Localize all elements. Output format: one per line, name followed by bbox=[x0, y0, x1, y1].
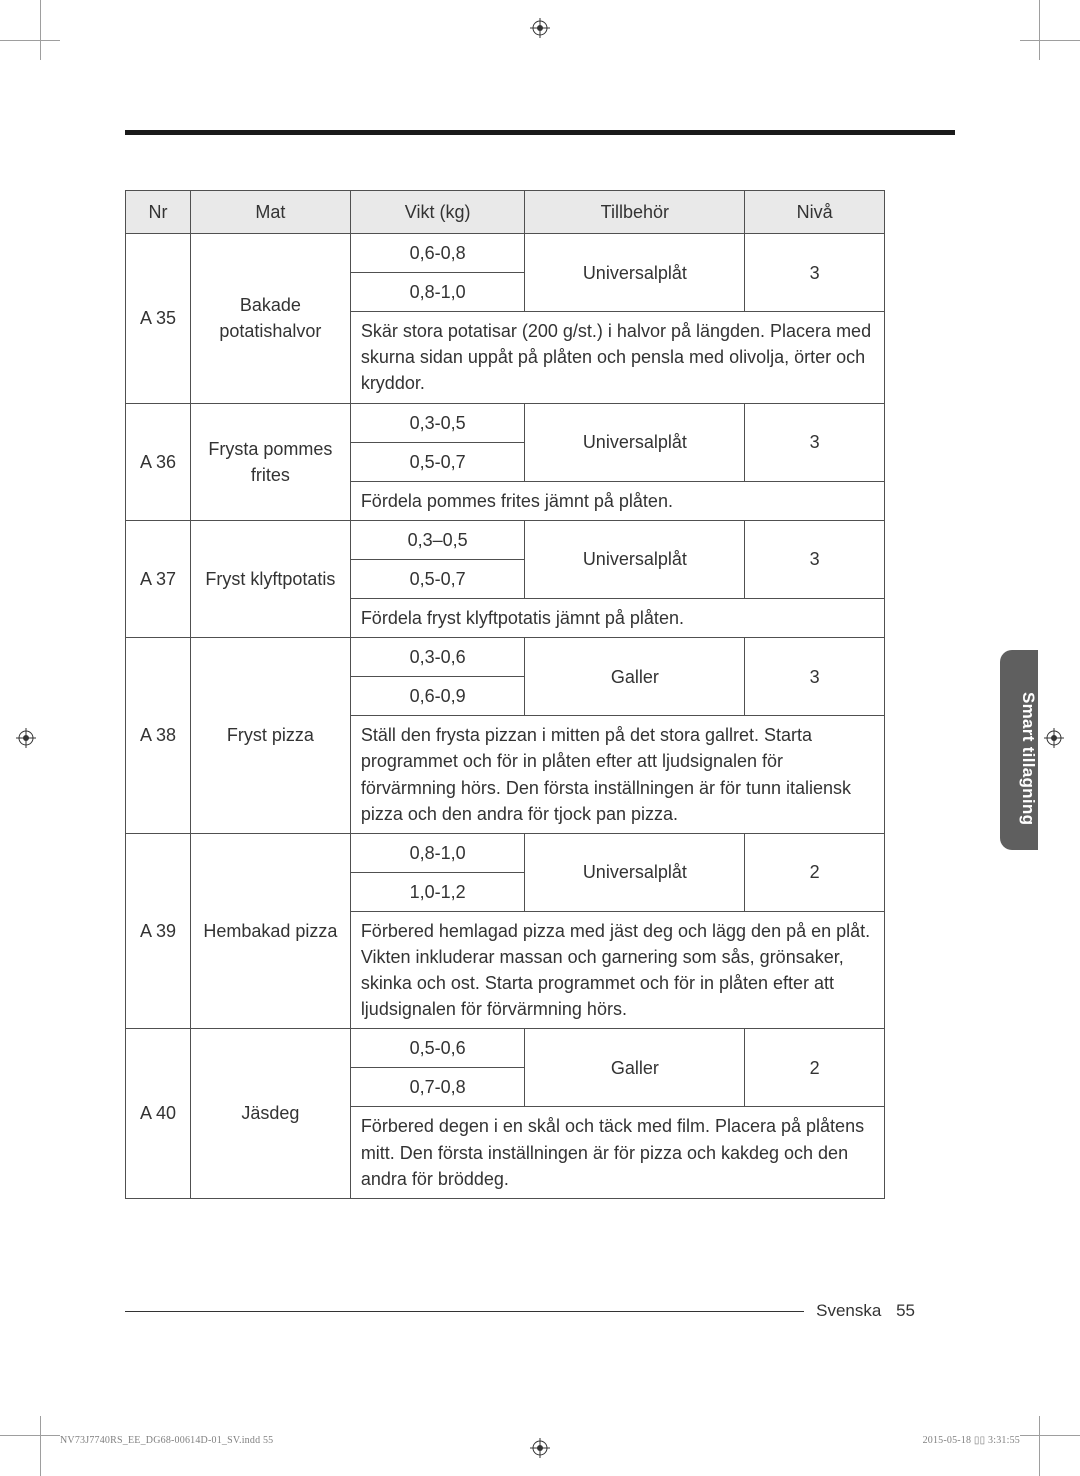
cell-instructions: Förbered hemlagad pizza med jäst deg och… bbox=[350, 911, 884, 1028]
cell-weight: 0,3-0,5 bbox=[350, 403, 525, 442]
cooking-table: Nr Mat Vikt (kg) Tillbehör Nivå A 35 Bak… bbox=[125, 190, 885, 1199]
page-content: Nr Mat Vikt (kg) Tillbehör Nivå A 35 Bak… bbox=[125, 130, 955, 1199]
cell-accessory: Universalplåt bbox=[525, 234, 745, 312]
footer-language: Svenska bbox=[816, 1301, 881, 1320]
header-tillbehor: Tillbehör bbox=[525, 191, 745, 234]
registration-mark-icon bbox=[530, 1438, 550, 1458]
cell-accessory: Galler bbox=[525, 1029, 745, 1107]
cell-weight: 0,6-0,9 bbox=[350, 677, 525, 716]
cell-mat: Hembakad pizza bbox=[190, 833, 350, 1029]
table-row: A 35 Bakade potatishalvor 0,6-0,8 Univer… bbox=[126, 234, 885, 273]
print-file-label: NV73J7740RS_EE_DG68-00614D-01_SV.indd 55 bbox=[60, 1435, 273, 1446]
cell-level: 2 bbox=[745, 833, 885, 911]
cell-nr: A 36 bbox=[126, 403, 191, 520]
crop-mark bbox=[1020, 40, 1080, 41]
cell-nr: A 40 bbox=[126, 1029, 191, 1198]
crop-mark bbox=[0, 1435, 60, 1436]
cell-level: 3 bbox=[745, 403, 885, 481]
header-nr: Nr bbox=[126, 191, 191, 234]
header-rule bbox=[125, 130, 955, 135]
cell-accessory: Galler bbox=[525, 638, 745, 716]
cell-accessory: Universalplåt bbox=[525, 833, 745, 911]
crop-mark bbox=[1020, 1435, 1080, 1436]
table-row: A 36 Frysta pommes frites 0,3-0,5 Univer… bbox=[126, 403, 885, 442]
cell-weight: 0,8-1,0 bbox=[350, 273, 525, 312]
cell-mat: Fryst pizza bbox=[190, 638, 350, 834]
table-header-row: Nr Mat Vikt (kg) Tillbehör Nivå bbox=[126, 191, 885, 234]
table-row: A 37 Fryst klyftpotatis 0,3–0,5 Universa… bbox=[126, 520, 885, 559]
footer-rule bbox=[125, 1311, 804, 1312]
registration-mark-icon bbox=[1044, 728, 1064, 748]
crop-mark bbox=[40, 1416, 41, 1476]
cell-weight: 1,0-1,2 bbox=[350, 872, 525, 911]
footer-page-number: 55 bbox=[896, 1301, 915, 1320]
cell-level: 3 bbox=[745, 234, 885, 312]
cell-mat: Bakade potatishalvor bbox=[190, 234, 350, 403]
registration-mark-icon bbox=[530, 18, 550, 38]
crop-mark bbox=[1039, 1416, 1040, 1476]
cell-level: 3 bbox=[745, 520, 885, 598]
table-row: A 40 Jäsdeg 0,5-0,6 Galler 2 bbox=[126, 1029, 885, 1068]
table-row: A 39 Hembakad pizza 0,8-1,0 Universalplå… bbox=[126, 833, 885, 872]
cell-weight: 0,3-0,6 bbox=[350, 638, 525, 677]
cell-mat: Frysta pommes frites bbox=[190, 403, 350, 520]
cell-weight: 0,6-0,8 bbox=[350, 234, 525, 273]
header-niva: Nivå bbox=[745, 191, 885, 234]
table-row: A 38 Fryst pizza 0,3-0,6 Galler 3 bbox=[126, 638, 885, 677]
cell-instructions: Fördela pommes frites jämnt på plåten. bbox=[350, 481, 884, 520]
cell-instructions: Fördela fryst klyftpotatis jämnt på plåt… bbox=[350, 599, 884, 638]
header-mat: Mat bbox=[190, 191, 350, 234]
cell-mat: Jäsdeg bbox=[190, 1029, 350, 1198]
cell-weight: 0,3–0,5 bbox=[350, 520, 525, 559]
page-language-number: Svenska 55 bbox=[804, 1301, 915, 1321]
crop-mark bbox=[40, 0, 41, 60]
cell-nr: A 39 bbox=[126, 833, 191, 1029]
cell-weight: 0,8-1,0 bbox=[350, 833, 525, 872]
cell-accessory: Universalplåt bbox=[525, 403, 745, 481]
cell-instructions: Ställ den frysta pizzan i mitten på det … bbox=[350, 716, 884, 833]
cell-level: 3 bbox=[745, 638, 885, 716]
cell-instructions: Förbered degen i en skål och täck med fi… bbox=[350, 1107, 884, 1198]
header-vikt: Vikt (kg) bbox=[350, 191, 525, 234]
cell-nr: A 37 bbox=[126, 520, 191, 637]
page-footer: Svenska 55 bbox=[125, 1301, 915, 1321]
print-timestamp: 2015-05-18 ▯▯ 3:31:55 bbox=[923, 1435, 1020, 1446]
crop-mark bbox=[1039, 0, 1040, 60]
registration-mark-icon bbox=[16, 728, 36, 748]
cell-nr: A 35 bbox=[126, 234, 191, 403]
cell-level: 2 bbox=[745, 1029, 885, 1107]
section-tab: Smart tillagning bbox=[1000, 650, 1038, 850]
cell-instructions: Skär stora potatisar (200 g/st.) i halvo… bbox=[350, 312, 884, 403]
cell-accessory: Universalplåt bbox=[525, 520, 745, 598]
cell-nr: A 38 bbox=[126, 638, 191, 834]
cell-weight: 0,5-0,7 bbox=[350, 442, 525, 481]
cell-weight: 0,5-0,6 bbox=[350, 1029, 525, 1068]
cell-mat: Fryst klyftpotatis bbox=[190, 520, 350, 637]
cell-weight: 0,7-0,8 bbox=[350, 1068, 525, 1107]
cell-weight: 0,5-0,7 bbox=[350, 559, 525, 598]
crop-mark bbox=[0, 40, 60, 41]
